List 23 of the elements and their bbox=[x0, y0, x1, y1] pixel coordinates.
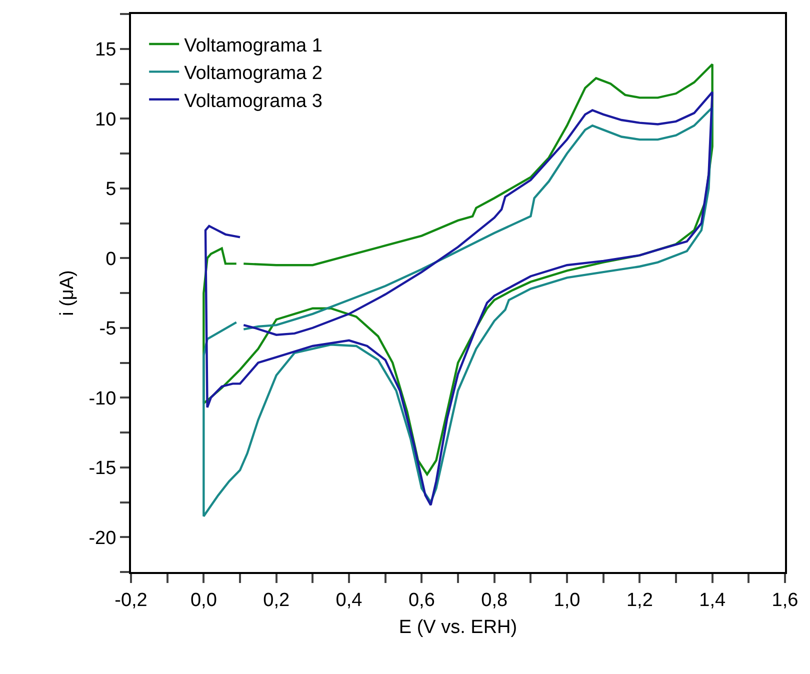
legend-label: Voltamograma 3 bbox=[184, 90, 322, 112]
x-tick-label: 1,0 bbox=[554, 590, 580, 611]
legend-label: Voltamograma 2 bbox=[184, 63, 322, 84]
x-tick-label: 0,6 bbox=[408, 590, 435, 611]
y-tick-label: -20 bbox=[88, 528, 116, 549]
y-tick-label: 5 bbox=[106, 179, 116, 200]
x-tick-label: 1,2 bbox=[626, 590, 653, 611]
legend-label: Voltamograma 1 bbox=[184, 35, 322, 56]
y-tick-label: 0 bbox=[106, 248, 116, 270]
y-tick-label: 15 bbox=[95, 40, 116, 61]
y-tick-label: -5 bbox=[99, 318, 116, 340]
y-tick-label: -15 bbox=[88, 458, 116, 480]
x-tick-label: 1,6 bbox=[772, 590, 798, 611]
x-tick-label: 0,2 bbox=[263, 590, 290, 611]
y-tick-label: 10 bbox=[95, 109, 116, 130]
x-tick-label: 0,4 bbox=[336, 590, 363, 611]
y-axis-title: i (μA) bbox=[57, 270, 78, 316]
y-tick-label: -10 bbox=[88, 388, 116, 410]
x-axis-title: E (V vs. ERH) bbox=[398, 617, 518, 638]
x-tick-label: 0,0 bbox=[190, 590, 217, 611]
x-tick-label: -0,2 bbox=[114, 590, 148, 611]
x-tick-label: 1,4 bbox=[699, 590, 726, 611]
x-tick-label: 0,8 bbox=[481, 590, 508, 611]
